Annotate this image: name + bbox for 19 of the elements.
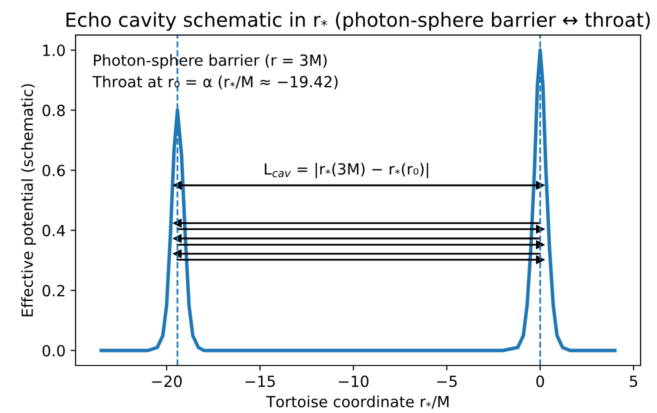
y-axis-title: Effective potential (schematic)	[21, 84, 36, 316]
x-tick-label: −10	[338, 375, 368, 388]
y-tick-label: 0.2	[42, 284, 64, 296]
x-tick-label: 0	[536, 375, 544, 388]
y-tick-label: 0.8	[42, 104, 65, 116]
chart-title: Echo cavity schematic in r$_{*}$ (photon-sphere barrier ↔ throat)	[66, 12, 650, 31]
annotation: Photon-sphere barrier (r = 3M)	[94, 54, 327, 69]
x-tick-label: −15	[246, 376, 275, 388]
point	[536, 256, 544, 264]
y-tick-label: 1.0	[43, 44, 65, 56]
y-tick-label: 0.4	[42, 224, 65, 236]
x-tick-label: −20	[152, 375, 182, 388]
x-axis-title: Tortoise coordinate r$_{*}$/M	[266, 396, 448, 409]
annotation: L$_{cav}$ = |r$_{*}$(3M) − r$_{*}$(r₀)|	[264, 162, 428, 178]
x-tick-label: −5	[437, 376, 457, 388]
annotation: Throat at r₀ = α (r$_{*}$/M ≈ −19.42)	[92, 76, 338, 90]
x-tick-label: 5	[630, 376, 638, 388]
y-tick-label: 0.6	[42, 164, 65, 176]
y-tick-label: 0.0	[42, 344, 65, 357]
